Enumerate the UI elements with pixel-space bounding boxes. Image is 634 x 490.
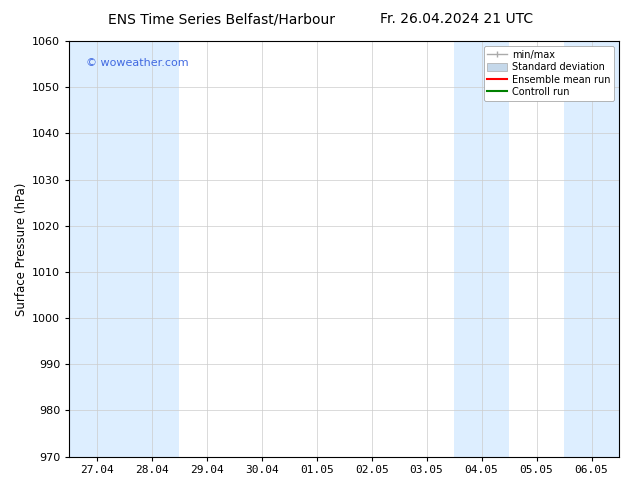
Text: Fr. 26.04.2024 21 UTC: Fr. 26.04.2024 21 UTC	[380, 12, 533, 26]
Bar	[69, 41, 179, 457]
Bar	[454, 41, 509, 457]
Y-axis label: Surface Pressure (hPa): Surface Pressure (hPa)	[15, 182, 28, 316]
Text: ENS Time Series Belfast/Harbour: ENS Time Series Belfast/Harbour	[108, 12, 335, 26]
Text: © woweather.com: © woweather.com	[86, 58, 188, 68]
Legend: min/max, Standard deviation, Ensemble mean run, Controll run: min/max, Standard deviation, Ensemble me…	[484, 46, 614, 101]
Bar	[564, 41, 619, 457]
